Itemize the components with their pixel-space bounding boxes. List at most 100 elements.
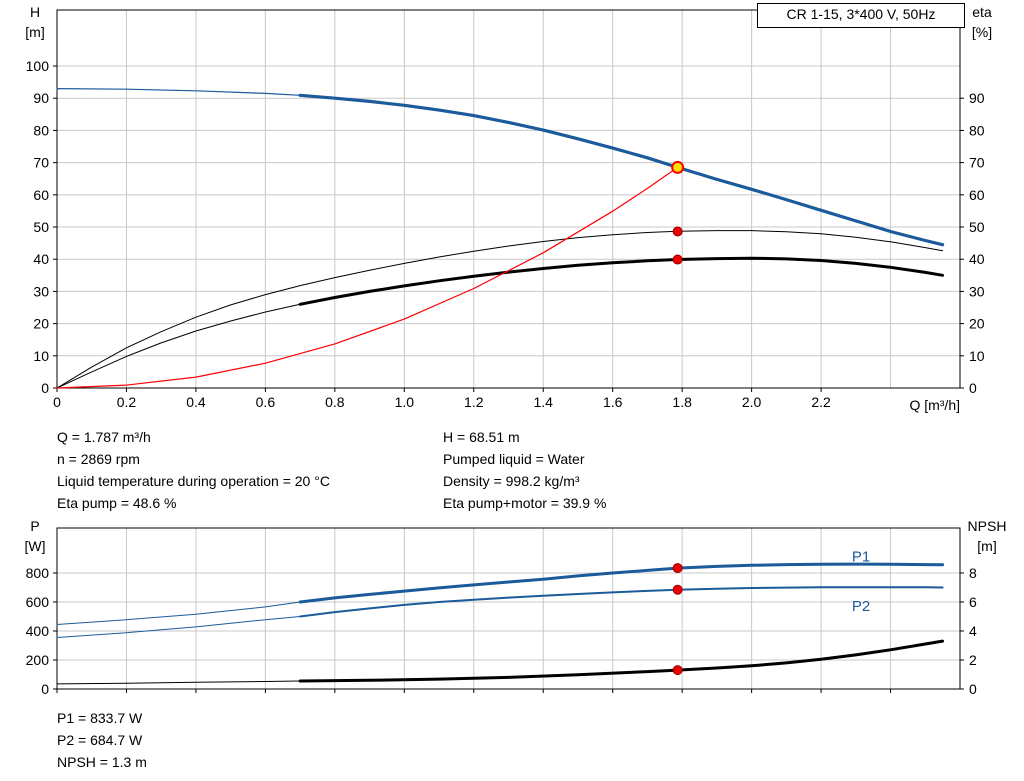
operating-data-right: H = 68.51 m Pumped liquid = Water Densit…	[443, 426, 606, 514]
plot-frame	[56, 9, 961, 389]
grid	[57, 10, 960, 388]
y-left-tick-label: 70	[33, 155, 49, 171]
head-axis-symbol: H	[29, 4, 41, 20]
power-axis-unit: [W]	[24, 538, 46, 554]
x-tick-label: 2.0	[742, 394, 762, 410]
y-right-tick-label: 40	[969, 251, 985, 267]
x-tick-label: 0.6	[256, 394, 276, 410]
x-tick-label: 1.8	[672, 394, 692, 410]
npsh-curve	[298, 639, 945, 683]
flow-value: Q = 1.787 m³/h	[57, 429, 151, 445]
y-left-tick-label: 50	[33, 219, 49, 235]
power-axis-header: P [W]	[18, 516, 52, 556]
eta-pump-motor-low-flow	[56, 303, 301, 389]
y-right-tick-label: 6	[969, 594, 977, 610]
y-left-tick-label: 30	[33, 283, 49, 299]
y-left-tick-label: 200	[26, 652, 50, 668]
eta-pump-motor-curve	[298, 256, 945, 306]
pump-title-box: CR 1-15, 3*400 V, 50Hz	[757, 3, 965, 28]
eta-axis-header: eta [%]	[962, 2, 1002, 42]
p2-value: P2 = 684.7 W	[57, 732, 143, 748]
y-left-tick-label: 100	[26, 58, 50, 74]
eta-pump-curve	[56, 230, 944, 389]
power-npsh-values: P1 = 833.7 W P2 = 684.7 W NPSH = 1.3 m	[57, 707, 147, 773]
hq-eta-chart: 0 0.2 0.4 0.6 0.8 1.0 1.2 1.4 1.6 1.8 2.0 2.2 0 10 20 3…	[26, 9, 985, 410]
y-left-tick-label: 400	[26, 623, 50, 639]
y-left-tick-label: 0	[41, 681, 49, 697]
plot-frame	[56, 527, 961, 690]
x-tick-label: 2.2	[811, 394, 831, 410]
curve-label-p1: P1	[852, 548, 870, 565]
system-resistance-curve	[56, 166, 679, 389]
y-right-tick-label: 80	[969, 122, 985, 138]
head-curve-low-flow	[56, 87, 301, 96]
p2-curve	[299, 586, 944, 618]
y-right-tick-label: 20	[969, 316, 985, 332]
pumped-liquid-value: Pumped liquid = Water	[443, 451, 585, 467]
p1-point-marker	[672, 563, 683, 574]
y-right-tick-label: 60	[969, 187, 985, 203]
operating-data-left: Q = 1.787 m³/h n = 2869 rpm Liquid tempe…	[57, 426, 330, 514]
y-right-tick-label: 70	[969, 155, 985, 171]
y-right-tick-label: 0	[969, 681, 977, 697]
y-left-tick-label: 60	[33, 187, 49, 203]
grid	[57, 528, 960, 689]
head-axis-unit: [m]	[25, 24, 45, 40]
y-right-tick-label: 50	[969, 219, 985, 235]
axis-ticks: 0 200 400 600 800 0 2 4 6 8	[26, 565, 977, 697]
eta-axis-symbol: eta	[972, 4, 992, 20]
npsh-point-marker	[672, 665, 683, 676]
npsh-axis-symbol: NPSH	[967, 518, 1007, 534]
head-value: H = 68.51 m	[443, 429, 520, 445]
x-tick-label: 0.8	[325, 394, 345, 410]
density-value: Density = 998.2 kg/m³	[443, 473, 580, 489]
p1-curve	[298, 562, 945, 604]
npsh-axis-unit: [m]	[977, 538, 997, 554]
y-left-tick-label: 800	[26, 565, 50, 581]
eta-pump-motor-value: Eta pump+motor = 39.9 %	[443, 495, 607, 511]
x-tick-label: 1.2	[464, 394, 484, 410]
y-right-tick-label: 10	[969, 348, 985, 364]
x-tick-label: 0.4	[186, 394, 206, 410]
x-tick-label: 1.6	[603, 394, 623, 410]
curve-label-p2: P2	[852, 598, 870, 615]
flow-axis-label: Q [m³/h]	[909, 397, 960, 413]
y-right-tick-label: 0	[969, 380, 977, 396]
power-npsh-chart: 0 200 400 600 800 0 2 4 6 8 P1 P2	[26, 527, 977, 697]
y-right-tick-label: 90	[969, 90, 985, 106]
power-axis-symbol: P	[30, 518, 40, 534]
x-tick-label: 0	[53, 394, 61, 410]
npsh-value: NPSH = 1.3 m	[57, 754, 147, 770]
duty-point-marker	[671, 160, 685, 174]
speed-value: n = 2869 rpm	[57, 451, 140, 467]
axis-ticks: 0 0.2 0.4 0.6 0.8 1.0 1.2 1.4 1.6 1.8 2.0 2.2 0 10 20 3…	[26, 58, 985, 410]
y-right-tick-label: 2	[969, 652, 977, 668]
y-left-tick-label: 10	[33, 348, 49, 364]
p1-curve-low-flow	[56, 601, 301, 625]
x-tick-label: 1.0	[395, 394, 415, 410]
npsh-axis-header: NPSH [m]	[960, 516, 1014, 556]
y-left-tick-label: 40	[33, 251, 49, 267]
liquid-temperature-value: Liquid temperature during operation = 20…	[57, 473, 330, 489]
y-left-tick-label: 0	[41, 380, 49, 396]
head-curve	[298, 93, 945, 247]
eta-axis-unit: [%]	[971, 24, 993, 40]
x-tick-label: 1.4	[533, 394, 553, 410]
npsh-curve-low-flow	[56, 680, 301, 685]
y-left-tick-label: 80	[33, 122, 49, 138]
p2-point-marker	[672, 584, 683, 595]
p1-value: P1 = 833.7 W	[57, 710, 143, 726]
eta-pump-value: Eta pump = 48.6 %	[57, 495, 177, 511]
y-left-tick-label: 20	[33, 316, 49, 332]
y-right-tick-label: 4	[969, 623, 977, 639]
eta-pump-motor-point-marker	[672, 254, 683, 265]
y-right-tick-label: 8	[969, 565, 977, 581]
head-axis-header: H [m]	[18, 2, 52, 42]
y-left-tick-label: 600	[26, 594, 50, 610]
eta-pump-point-marker	[672, 226, 683, 237]
y-right-tick-label: 30	[969, 283, 985, 299]
x-tick-label: 0.2	[117, 394, 137, 410]
y-left-tick-label: 90	[33, 90, 49, 106]
p2-curve-low-flow	[56, 616, 301, 638]
